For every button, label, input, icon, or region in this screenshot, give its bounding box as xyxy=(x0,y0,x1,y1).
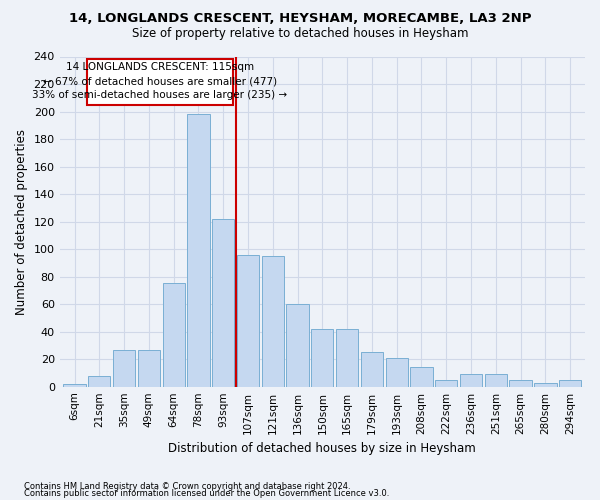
Bar xyxy=(212,219,235,386)
Bar xyxy=(361,352,383,386)
Text: Contains HM Land Registry data © Crown copyright and database right 2024.: Contains HM Land Registry data © Crown c… xyxy=(24,482,350,491)
Bar xyxy=(163,284,185,387)
Bar xyxy=(485,374,507,386)
X-axis label: Distribution of detached houses by size in Heysham: Distribution of detached houses by size … xyxy=(169,442,476,455)
Y-axis label: Number of detached properties: Number of detached properties xyxy=(15,128,28,314)
Bar xyxy=(262,256,284,386)
Text: 14, LONGLANDS CRESCENT, HEYSHAM, MORECAMBE, LA3 2NP: 14, LONGLANDS CRESCENT, HEYSHAM, MORECAM… xyxy=(69,12,531,26)
Bar xyxy=(237,254,259,386)
Bar xyxy=(286,304,309,386)
Text: Size of property relative to detached houses in Heysham: Size of property relative to detached ho… xyxy=(132,28,468,40)
Text: ← 67% of detached houses are smaller (477): ← 67% of detached houses are smaller (47… xyxy=(43,76,277,86)
Text: 33% of semi-detached houses are larger (235) →: 33% of semi-detached houses are larger (… xyxy=(32,90,287,101)
Bar xyxy=(88,376,110,386)
Bar xyxy=(534,382,557,386)
Bar xyxy=(509,380,532,386)
Bar xyxy=(435,380,457,386)
Bar xyxy=(386,358,408,386)
Bar xyxy=(138,350,160,387)
Text: 14 LONGLANDS CRESCENT: 115sqm: 14 LONGLANDS CRESCENT: 115sqm xyxy=(66,62,254,72)
Bar xyxy=(336,329,358,386)
Bar xyxy=(113,350,135,387)
Bar xyxy=(410,368,433,386)
Text: Contains public sector information licensed under the Open Government Licence v3: Contains public sector information licen… xyxy=(24,490,389,498)
Bar xyxy=(559,380,581,386)
Bar xyxy=(460,374,482,386)
FancyBboxPatch shape xyxy=(87,60,233,104)
Bar xyxy=(311,329,334,386)
Bar xyxy=(64,384,86,386)
Bar xyxy=(187,114,209,386)
